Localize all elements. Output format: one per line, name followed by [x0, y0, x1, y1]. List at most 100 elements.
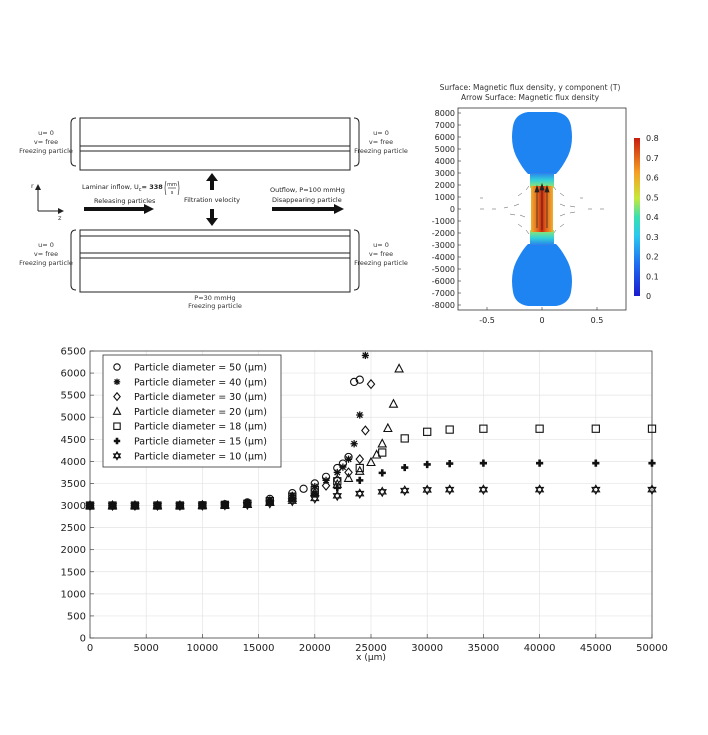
y-tick-label: 3500: [61, 479, 86, 490]
series-group: [85, 484, 657, 511]
field-plot-svg: Surface: Magnetic flux density, y compon…: [432, 83, 659, 325]
field-x-ticks: -0.5 0 0.5: [479, 307, 603, 325]
data-point-star: [361, 351, 369, 360]
data-point-square: [479, 424, 488, 433]
data-point-star: [113, 378, 121, 385]
data-point-triangle: [394, 363, 404, 373]
y-tick-label: 0: [80, 634, 86, 645]
data-point-hexagram: [591, 484, 601, 496]
data-point-diamond: [361, 425, 370, 436]
data-point-plus: [356, 476, 364, 484]
data-point-hexagram: [310, 493, 320, 504]
data-point-hexagram: [332, 490, 342, 502]
data-point-hexagram: [107, 500, 118, 511]
data-point-hexagram: [242, 499, 253, 511]
data-point-star: [350, 440, 358, 448]
colorbar-tick: 0.3: [646, 233, 659, 242]
y-tick-label: 2000: [61, 545, 86, 556]
data-point-hexagram: [400, 485, 410, 496]
legend-entry: Particle diameter = 50 (μm): [134, 363, 267, 374]
data-point-triangle: [354, 465, 365, 475]
colorbar: [634, 138, 640, 296]
colorbar-tick: 0: [646, 292, 651, 301]
bottom-right-label-1: u= 0: [373, 241, 389, 249]
data-point-plus: [423, 460, 431, 469]
data-point-hexagram: [130, 500, 140, 511]
channel-schematic: u= 0 v= free Freezing particle u= 0 v= f…: [18, 108, 408, 313]
schematic-svg: u= 0 v= free Freezing particle u= 0 v= f…: [19, 117, 408, 310]
data-point-square: [113, 422, 121, 430]
field-y-tick: 6000: [435, 133, 455, 142]
y-axis-ticks: 0 500 1000 1500 2000 2500 3000 3500 4000 4500 5000…: [61, 347, 94, 645]
outflow-arrow: [272, 204, 344, 214]
lower-wall: [79, 229, 351, 293]
colorbar-ticks: 0.8 0.7 0.6 0.5 0.4 0.3 0.2 0.1 0: [646, 134, 659, 301]
axis-r-label: r: [31, 182, 34, 190]
y-tick-label: 1500: [61, 567, 86, 578]
data-point-star: [339, 463, 347, 471]
data-point-square: [535, 424, 544, 433]
y-tick-label: 2500: [61, 523, 86, 534]
field-y-tick: -4000: [432, 253, 455, 262]
field-y-tick: 7000: [435, 121, 455, 130]
colorbar-tick: 0.8: [646, 134, 659, 143]
data-point-square: [647, 424, 657, 433]
main-chart-svg: 0 500 1000 1500 2000 2500 3000 3500 4000 4500 5000…: [61, 347, 668, 664]
colorbar-tick: 0.1: [646, 272, 659, 281]
x-tick-label: 45000: [580, 643, 612, 654]
y-tick-label: 4000: [61, 457, 86, 468]
releasing-label: Releasing particles: [94, 197, 156, 205]
data-point-plus: [648, 459, 656, 467]
legend-entry: Particle diameter = 18 (μm): [134, 422, 267, 433]
data-point-hexagram: [534, 484, 545, 496]
data-point-plus: [401, 463, 409, 472]
data-point-circle: [355, 375, 364, 384]
bottom-left-label-2: v= free: [34, 250, 58, 258]
data-point-hexagram: [287, 495, 298, 507]
core-arrows: [534, 182, 550, 230]
data-point-plus: [592, 459, 600, 467]
inflow-unit: mm s: [164, 180, 180, 196]
field-arrows: [480, 185, 604, 235]
data-point-star: [344, 455, 353, 463]
data-point-square: [355, 463, 364, 473]
field-plot: Surface: Magnetic flux density, y compon…: [410, 78, 700, 328]
data-point-star: [356, 411, 364, 419]
svg-text:s: s: [171, 190, 174, 196]
data-point-hexagram: [152, 500, 163, 511]
data-point-hexagram: [478, 484, 489, 496]
data-point-triangle: [382, 422, 393, 433]
legend-entry: Particle diameter = 20 (μm): [134, 407, 267, 418]
field-y-tick: -5000: [432, 265, 455, 274]
data-point-star: [322, 476, 330, 484]
y-tick-label: 6500: [61, 347, 86, 358]
data-point-triangle: [377, 438, 388, 448]
data-point-hexagram: [647, 484, 657, 496]
data-point-hexagram: [112, 450, 122, 461]
field-y-tick: -2000: [432, 229, 455, 238]
data-point-plus: [446, 459, 454, 468]
data-point-plus: [113, 437, 121, 445]
x-axis-ticks: 0 5000 10000 15000 20000 25000 30000 35000 40000…: [87, 634, 668, 654]
y-tick-label: 4500: [61, 435, 86, 446]
bottom-freezing-label: Freezing particle: [188, 302, 242, 310]
legend-entry: Particle diameter = 40 (μm): [134, 377, 267, 388]
top-right-label-2: v= free: [369, 138, 393, 146]
data-point-circle: [349, 377, 359, 387]
colorbar-tick: 0.6: [646, 174, 659, 183]
x-tick-label: 5000: [133, 643, 158, 654]
data-point-square: [378, 448, 387, 457]
x-tick-label: 25000: [355, 643, 387, 654]
field-y-tick: -8000: [432, 301, 455, 310]
filtration-label: Filtration velocity: [184, 196, 240, 204]
top-left-label-1: u= 0: [38, 129, 54, 137]
data-point-hexagram: [175, 500, 185, 511]
colorbar-tick: 0.2: [646, 253, 659, 262]
field-y-tick: 8000: [435, 109, 455, 118]
disappearing-label: Disappearing particle: [272, 196, 342, 204]
data-point-hexagram: [220, 499, 230, 511]
data-point-hexagram: [197, 499, 208, 511]
field-y-tick: -1000: [432, 217, 455, 226]
axes-icon: [35, 184, 64, 214]
y-tick-label: 6000: [61, 369, 86, 380]
